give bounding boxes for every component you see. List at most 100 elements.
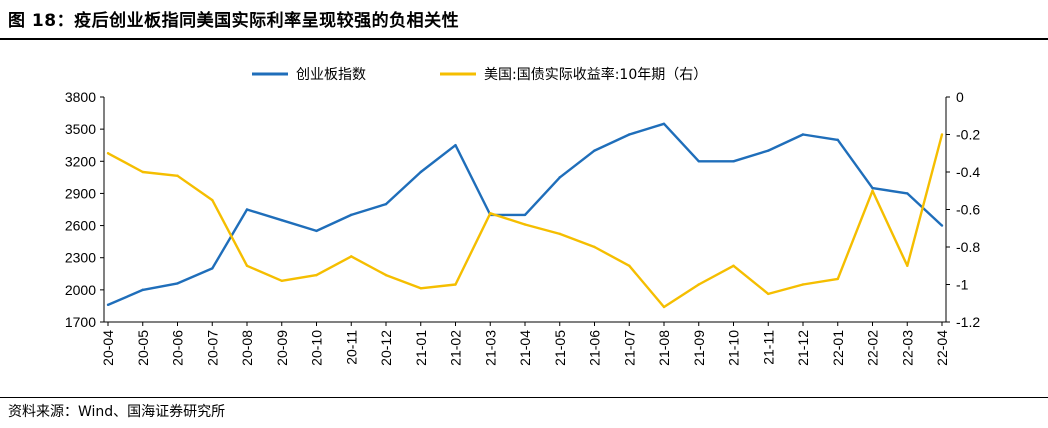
series-1-point <box>732 160 735 163</box>
series-1-point <box>940 224 944 227</box>
legend: 创业板指数 美国:国债实际收益率:10年期（右） <box>252 66 707 83</box>
left-tick-label: 3200 <box>65 153 96 169</box>
x-tick-label: 21-10 <box>726 330 742 366</box>
top-rule <box>0 38 1048 40</box>
series-1-point <box>315 229 318 233</box>
x-tick-label: 20-04 <box>100 330 116 366</box>
series-2-point <box>315 273 318 277</box>
x-tick-label: 20-05 <box>135 330 151 366</box>
left-tick-label: 2000 <box>65 282 96 298</box>
series-2-point <box>211 198 214 202</box>
x-tick-label: 20-08 <box>239 330 255 366</box>
right-tick-label: -1 <box>956 277 969 293</box>
series-1-point <box>176 282 179 285</box>
series-2-point <box>940 133 944 136</box>
x-tick-label: 21-09 <box>691 330 707 366</box>
x-tick-label: 20-10 <box>309 330 325 366</box>
x-tick-label: 22-02 <box>865 330 881 366</box>
series-1-point <box>280 219 283 222</box>
legend-label-2: 美国:国债实际收益率:10年期（右） <box>484 66 707 83</box>
series-1-point <box>454 144 457 147</box>
right-tick-label: -1.2 <box>956 314 980 330</box>
series-1-point <box>384 202 388 206</box>
series-2-point <box>836 277 839 281</box>
series-2-point <box>176 174 179 177</box>
series-2-point <box>454 283 457 286</box>
series-2-point <box>280 279 283 282</box>
right-tick-label: -0.8 <box>956 239 980 255</box>
x-tick-label: 20-11 <box>343 330 359 365</box>
legend-label-1: 创业板指数 <box>296 67 366 83</box>
left-tick-label: 3500 <box>65 121 96 137</box>
series-1-point <box>662 122 666 125</box>
x-tick-label: 21-11 <box>760 330 776 365</box>
series-2-point <box>593 245 596 249</box>
series-2-point <box>106 152 110 155</box>
x-tick-label: 22-04 <box>934 330 950 366</box>
series-2-point <box>697 283 700 286</box>
series-2-point <box>489 212 492 215</box>
left-tick-label: 2300 <box>65 250 96 266</box>
x-tick-label: 21-02 <box>448 330 464 366</box>
series-line-2 <box>107 134 944 309</box>
axes: 1700 2000 2300 2600 2900 3200 3500 3800 -1.2 -1 -0… <box>65 89 980 366</box>
right-tick-label: -0.4 <box>956 164 980 180</box>
series-1-point <box>871 186 874 190</box>
series-1-point <box>767 149 770 152</box>
x-tick-label: 20-12 <box>378 330 394 366</box>
series-2-point <box>523 223 527 226</box>
series-2-point <box>419 287 422 290</box>
right-tick-label: -0.6 <box>956 202 980 218</box>
series-1-point <box>211 267 214 270</box>
series-1-point <box>593 149 596 152</box>
series-2-point <box>245 264 249 267</box>
series-2-point <box>767 292 770 296</box>
x-tick-label: 22-03 <box>899 330 915 366</box>
page-title: 图 18：疫后创业板指同美国实际利率呈现较强的负相关性 <box>8 11 460 31</box>
series-2-point <box>906 264 909 267</box>
x-tick-label: 21-06 <box>587 330 603 366</box>
x-tick-label: 21-04 <box>517 330 533 366</box>
series-1-point <box>141 288 144 292</box>
x-tick-label: 21-08 <box>656 330 672 366</box>
x-tick-label: 21-03 <box>482 330 498 366</box>
x-tick-label: 21-07 <box>621 330 637 366</box>
series-2-point <box>662 305 666 309</box>
x-tick-label: 21-12 <box>795 330 811 366</box>
series-1-point <box>106 303 110 307</box>
x-tick-label: 20-06 <box>170 330 186 366</box>
series-1-point <box>558 176 561 179</box>
series-1-point <box>906 192 909 195</box>
series-2-point <box>871 189 874 192</box>
left-tick-label: 2900 <box>65 185 96 201</box>
series-2-point <box>801 283 805 286</box>
series-1-point <box>697 160 700 163</box>
x-tick-label: 20-09 <box>274 330 290 366</box>
series-2-point <box>628 264 631 267</box>
x-tick-label: 20-07 <box>204 330 220 366</box>
series-layer <box>106 122 944 309</box>
series-2-point <box>732 264 735 267</box>
series-2-point <box>384 273 388 277</box>
series-2-point <box>141 170 144 174</box>
series-1-point <box>801 133 805 136</box>
series-1-point <box>523 213 527 217</box>
series-1-point <box>245 208 249 211</box>
right-tick-label: -0.2 <box>956 127 980 143</box>
left-tick-label: 2600 <box>65 218 96 234</box>
series-1-point <box>350 213 353 217</box>
x-tick-label: 21-05 <box>552 330 568 366</box>
left-tick-label: 3800 <box>65 89 96 105</box>
right-tick-label: 0 <box>956 89 964 105</box>
series-1-point <box>836 138 839 142</box>
series-1-point <box>419 170 422 174</box>
series-2-point <box>558 232 561 236</box>
x-tick-label: 22-01 <box>830 330 846 366</box>
x-tick-label: 21-01 <box>413 330 429 366</box>
series-2-point <box>350 255 353 258</box>
bottom-rule <box>0 397 1048 398</box>
series-1-point <box>628 133 631 136</box>
source-note: 资料来源：Wind、国海证券研究所 <box>8 404 226 420</box>
left-tick-label: 1700 <box>65 314 96 330</box>
